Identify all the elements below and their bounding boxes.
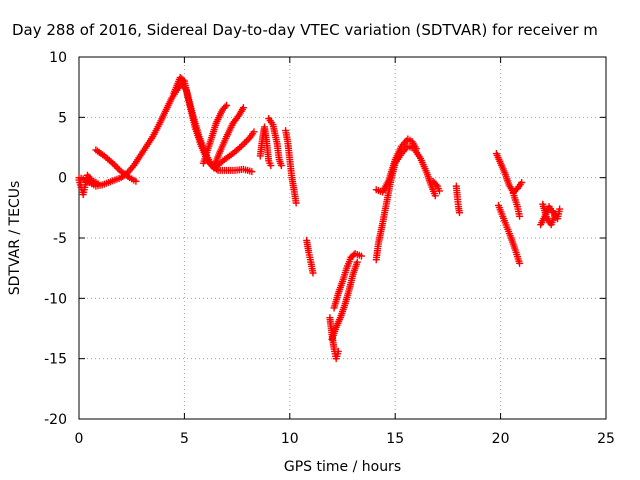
x-tick-label: 20 bbox=[492, 431, 510, 447]
y-tick-label: 10 bbox=[49, 50, 67, 66]
data-point bbox=[435, 187, 443, 195]
data-point bbox=[353, 258, 361, 266]
y-axis-title: SDTVAR / TECUs bbox=[7, 181, 23, 296]
data-point bbox=[267, 162, 275, 170]
data-point bbox=[334, 347, 342, 355]
x-tick-label: 15 bbox=[386, 431, 404, 447]
data-point bbox=[455, 209, 463, 217]
data-point bbox=[223, 101, 231, 109]
data-point bbox=[277, 162, 285, 170]
data-point-fill bbox=[241, 139, 249, 147]
data-point bbox=[248, 168, 256, 176]
data-point bbox=[309, 269, 317, 277]
data-point bbox=[516, 259, 524, 267]
data-point bbox=[516, 212, 524, 220]
y-axis: 10 5 0 -5 -10 -15 -20 bbox=[44, 50, 606, 428]
x-tick-label: 5 bbox=[180, 431, 189, 447]
data-point bbox=[239, 104, 247, 112]
y-tick-label: -20 bbox=[44, 412, 67, 428]
y-tick-label: -15 bbox=[44, 352, 67, 368]
data-point bbox=[551, 210, 559, 218]
data-point-fill bbox=[221, 103, 229, 111]
data-point-fill bbox=[86, 174, 94, 182]
data-point-fill bbox=[112, 163, 120, 171]
data-point-fill bbox=[432, 181, 440, 189]
data-point-fill bbox=[242, 137, 250, 145]
data-point bbox=[357, 252, 365, 260]
data-point-fill bbox=[114, 164, 122, 172]
x-axis: 0 5 10 15 20 25 bbox=[75, 57, 615, 447]
data-point bbox=[292, 199, 300, 207]
x-axis-title: GPS time / hours bbox=[284, 459, 401, 475]
data-point bbox=[431, 192, 439, 200]
data-point bbox=[518, 178, 526, 186]
x-tick-label: 0 bbox=[75, 431, 84, 447]
y-tick-label: -5 bbox=[53, 231, 67, 247]
data-point bbox=[94, 180, 102, 188]
data-point bbox=[556, 205, 564, 213]
data-point bbox=[250, 128, 258, 136]
grid-lines bbox=[79, 57, 606, 419]
plot-frame bbox=[78, 56, 607, 420]
chart-title: Day 288 of 2016, Sidereal Day-to-day VTE… bbox=[12, 21, 598, 39]
y-tick-label: 5 bbox=[58, 110, 67, 126]
x-tick-label: 10 bbox=[281, 431, 299, 447]
data-point bbox=[132, 177, 140, 185]
x-tick-label: 25 bbox=[597, 431, 615, 447]
data-points bbox=[75, 74, 564, 363]
y-tick-label: 0 bbox=[58, 171, 67, 187]
y-tick-label: -10 bbox=[44, 291, 67, 307]
data-point bbox=[412, 145, 420, 153]
